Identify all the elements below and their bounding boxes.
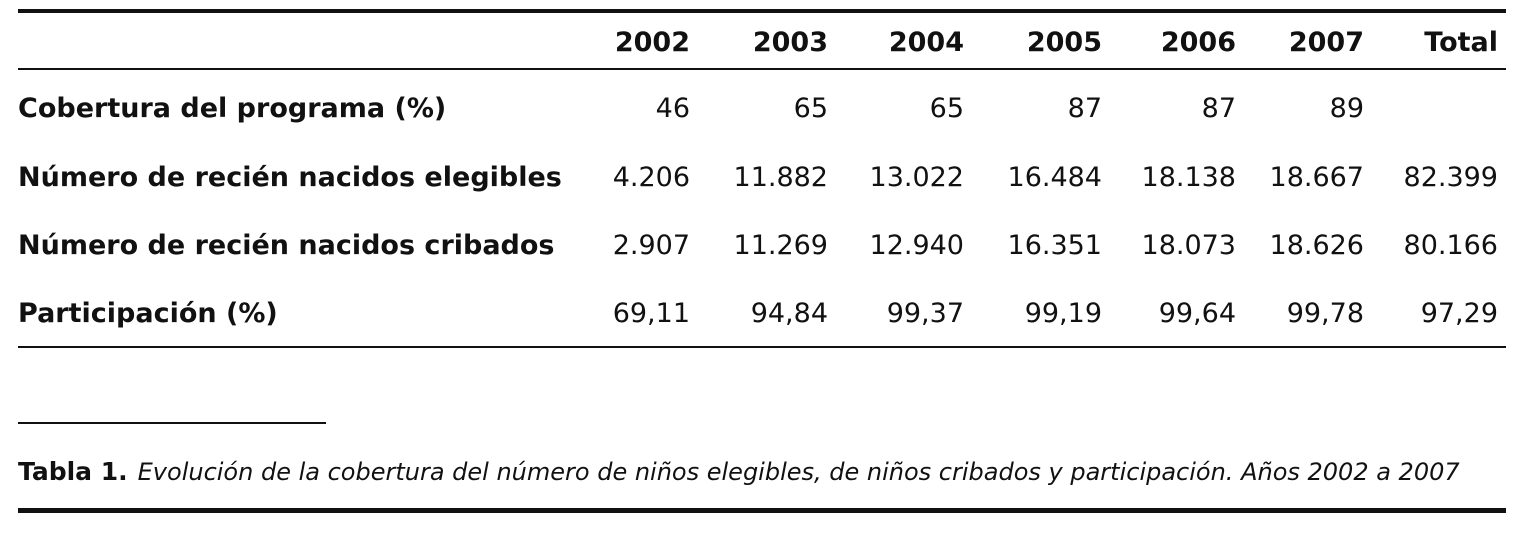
table-header-rule xyxy=(18,68,1506,70)
table-cell: 87 xyxy=(1067,93,1102,124)
column-header-total: Total xyxy=(1424,27,1498,58)
table-cell: 99,37 xyxy=(886,298,964,329)
column-header-2005: 2005 xyxy=(1026,27,1102,58)
table-cell: 69,11 xyxy=(612,298,690,329)
column-header-2006: 2006 xyxy=(1160,27,1236,58)
table-cell: 65 xyxy=(929,93,964,124)
table-cell: 11.882 xyxy=(733,162,828,193)
table-cell: 65 xyxy=(793,93,828,124)
table-bottom-rule xyxy=(18,346,1506,348)
table-caption: Tabla 1. Evolución de la cobertura del nú… xyxy=(18,446,1506,498)
table-cell: 4.206 xyxy=(612,162,690,193)
table-cell: 18.667 xyxy=(1269,162,1364,193)
table-cell: 89 xyxy=(1329,93,1364,124)
table-cell: 11.269 xyxy=(733,230,828,261)
footnote-rule xyxy=(18,422,326,424)
table-cell: 80.166 xyxy=(1403,230,1498,261)
row-label: Número de recién nacidos elegibles xyxy=(18,162,562,193)
row-label: Número de recién nacidos cribados xyxy=(18,230,555,261)
table-cell: 13.022 xyxy=(869,162,964,193)
table-cell: 16.351 xyxy=(1007,230,1102,261)
row-label: Cobertura del programa (%) xyxy=(18,93,447,124)
table-cell: 46 xyxy=(655,93,690,124)
table-cell: 12.940 xyxy=(869,230,964,261)
table-cell: 16.484 xyxy=(1007,162,1102,193)
table-cell: 99,78 xyxy=(1286,298,1364,329)
row-label: Participación (%) xyxy=(18,298,278,329)
caption-label: Tabla 1. xyxy=(18,457,128,486)
table-cell: 18.626 xyxy=(1269,230,1364,261)
table-cell: 99,19 xyxy=(1024,298,1102,329)
column-header-2003: 2003 xyxy=(752,27,828,58)
table-cell: 94,84 xyxy=(750,298,828,329)
table-cell: 99,64 xyxy=(1158,298,1236,329)
caption-text: Evolución de la cobertura del número de … xyxy=(137,458,1460,486)
table-row-participacion: Participación (%) 69,11 94,84 99,37 99,1… xyxy=(18,292,1506,336)
column-header-2002: 2002 xyxy=(614,27,690,58)
table-cell: 97,29 xyxy=(1420,298,1498,329)
table-row-cobertura: Cobertura del programa (%) 46 65 65 87 8… xyxy=(18,87,1506,131)
caption-bottom-rule xyxy=(18,508,1506,513)
table-row-cribados: Número de recién nacidos cribados 2.907 … xyxy=(18,224,1506,268)
table-cell: 87 xyxy=(1201,93,1236,124)
table-cell: 82.399 xyxy=(1403,162,1498,193)
column-header-2007: 2007 xyxy=(1288,27,1364,58)
table-header-row: 2002 2003 2004 2005 2006 2007 Total xyxy=(18,21,1506,65)
table-cell: 18.138 xyxy=(1141,162,1236,193)
table-cell: 18.073 xyxy=(1141,230,1236,261)
table-top-rule xyxy=(18,9,1506,13)
column-header-2004: 2004 xyxy=(888,27,964,58)
table-cell: 2.907 xyxy=(612,230,690,261)
table-row-elegibles: Número de recién nacidos elegibles 4.206… xyxy=(18,156,1506,200)
